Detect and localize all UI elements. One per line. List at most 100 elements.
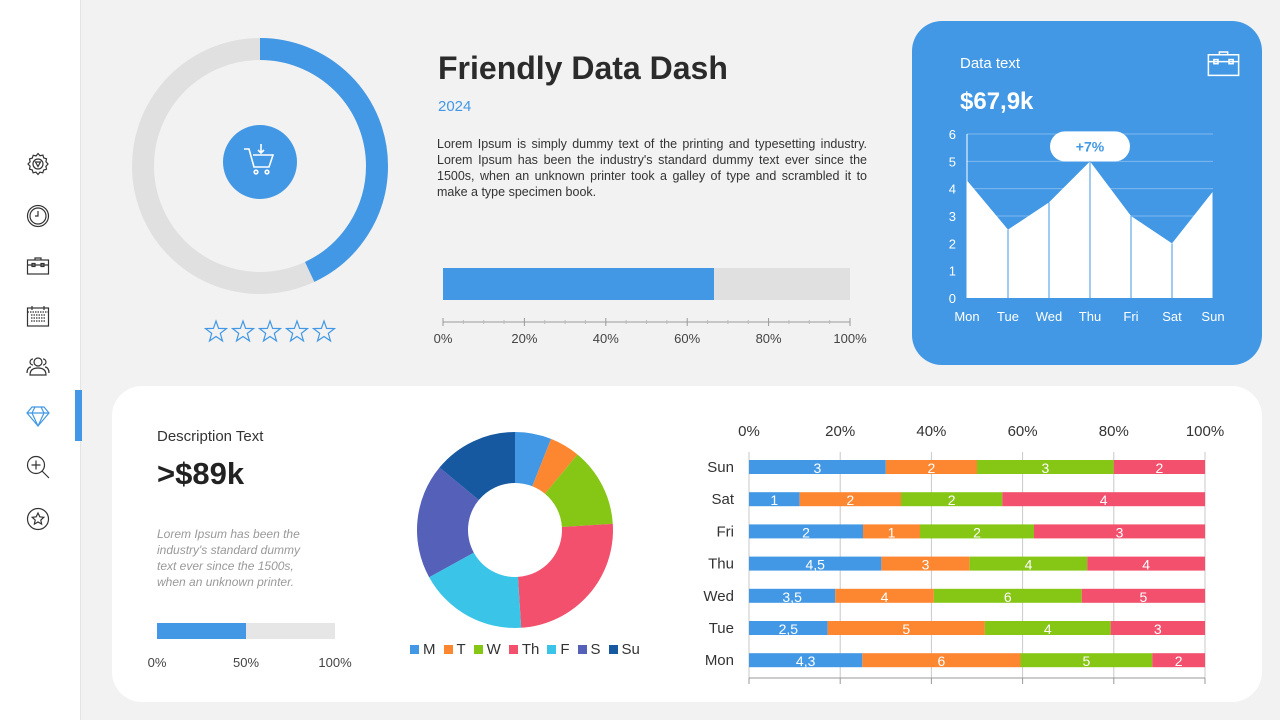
bar-segment	[1110, 621, 1205, 635]
bar-data-label: 3	[1154, 621, 1162, 637]
description-tick-label: 0%	[147, 655, 167, 670]
y-tick-label: Thu	[708, 556, 734, 573]
description-text: Lorem Ipsum has been the industry's stan…	[157, 527, 301, 589]
briefcase-icon[interactable]	[1207, 49, 1240, 77]
x-tick-label: 40%	[916, 423, 946, 440]
x-tick-label: Mon	[954, 309, 979, 324]
bar-data-label: 2	[1156, 460, 1164, 476]
progress-bar-fill	[443, 268, 714, 300]
x-tick-label: Thu	[1079, 309, 1101, 324]
donut-slice-T	[532, 438, 578, 494]
legend-item: Su	[608, 641, 640, 658]
gear-icon[interactable]	[26, 152, 50, 176]
progress-axis	[442, 318, 851, 326]
bar-segment	[984, 621, 1111, 635]
legend-item: M	[410, 641, 436, 658]
legend-label: Th	[521, 641, 540, 658]
description-bar-fill	[157, 623, 246, 639]
zoom-in-icon[interactable]	[26, 455, 50, 479]
rating-star-icon	[203, 319, 229, 343]
rating-star-icon	[311, 319, 337, 343]
star-icon[interactable]	[26, 507, 50, 531]
description-tick-label: 50%	[232, 655, 260, 670]
bar-data-label: 2	[973, 524, 981, 540]
donut-slice-Th	[517, 523, 613, 628]
progress-tick-label: 100%	[833, 331, 867, 346]
sidebar	[0, 0, 81, 720]
legend-label: M	[423, 641, 436, 658]
y-tick-label: 2	[949, 236, 956, 251]
bar-data-label: 3	[1116, 524, 1124, 540]
bar-segment	[1152, 653, 1205, 668]
bar-segment	[749, 460, 886, 474]
legend-swatch	[443, 645, 453, 654]
legend-item: Th	[508, 641, 540, 658]
bar-segment	[885, 460, 977, 474]
rating-star-icon	[284, 319, 310, 343]
calendar-icon[interactable]	[26, 304, 50, 328]
y-tick-label: Wed	[703, 588, 734, 605]
bar-segment	[862, 653, 1021, 668]
bar-data-label: 6	[1004, 589, 1012, 605]
bar-data-label: 6	[938, 653, 946, 669]
bar-segment	[749, 556, 882, 571]
bar-segment	[749, 588, 836, 603]
progress-tick-label: 0%	[433, 331, 453, 346]
y-tick-label: Sat	[711, 491, 734, 508]
year-label: 2024	[438, 98, 472, 115]
legend-label: F	[560, 641, 570, 658]
bar-data-label: 2	[802, 524, 810, 540]
bar-segment	[835, 588, 934, 603]
x-tick-label: 0%	[738, 423, 760, 440]
y-tick-label: 1	[949, 264, 956, 279]
legend-label: S	[590, 641, 601, 658]
bar-data-label: 4,3	[796, 653, 816, 669]
legend-item: T	[443, 641, 466, 658]
legend-item: F	[547, 641, 570, 658]
description-label: Description Text	[157, 428, 264, 445]
x-tick-label: 60%	[1008, 423, 1038, 440]
y-tick-label: 4	[949, 182, 956, 197]
y-tick-label: 6	[949, 127, 956, 142]
legend-swatch	[410, 645, 419, 654]
rating-star-icon	[230, 319, 256, 343]
users-icon[interactable]	[26, 354, 50, 378]
briefcase-icon[interactable]	[26, 254, 50, 278]
x-tick-label: Fri	[1123, 309, 1138, 324]
shopping-cart-icon	[244, 144, 275, 175]
bar-data-label: 3	[1042, 460, 1050, 476]
bar-data-label: 5	[1082, 653, 1090, 669]
legend-swatch	[508, 645, 518, 654]
bar-data-label: 1	[888, 524, 896, 540]
progress-tick-label: 80%	[755, 331, 782, 346]
diamond-icon[interactable]	[26, 404, 50, 428]
bar-data-label: 4	[1025, 557, 1033, 573]
donut-slice-Su	[439, 432, 515, 501]
donut-chart	[417, 432, 613, 628]
x-tick-label: 80%	[1099, 423, 1129, 440]
donut-legend: M T W Th F S Su	[410, 641, 640, 658]
bar-segment	[920, 524, 1034, 539]
bar-data-label: 2	[928, 460, 936, 476]
clock-icon[interactable]	[26, 204, 50, 228]
y-tick-label: Fri	[717, 523, 735, 540]
bar-segment	[1087, 556, 1205, 571]
progress-tick-label: 20%	[511, 331, 538, 346]
bar-segment	[1113, 460, 1205, 474]
legend-item: S	[577, 641, 601, 658]
donut-slice-F	[429, 552, 522, 628]
bar-segment	[863, 524, 920, 539]
card-value: $67,9k	[960, 88, 1034, 115]
x-tick-label: Tue	[997, 309, 1019, 324]
intro-paragraph: Lorem Ipsum is simply dummy text of the …	[437, 137, 867, 199]
bar-data-label: 4	[881, 589, 889, 605]
legend-swatch	[577, 645, 587, 654]
y-tick-label: 5	[949, 154, 956, 169]
legend-swatch	[608, 645, 618, 654]
y-tick-label: Sun	[707, 459, 734, 476]
bar-data-label: 3	[922, 557, 930, 573]
bar-segment	[749, 492, 800, 507]
bar-segment	[901, 492, 1003, 507]
progress-tick-label: 60%	[674, 331, 701, 346]
cart-badge	[223, 125, 297, 199]
